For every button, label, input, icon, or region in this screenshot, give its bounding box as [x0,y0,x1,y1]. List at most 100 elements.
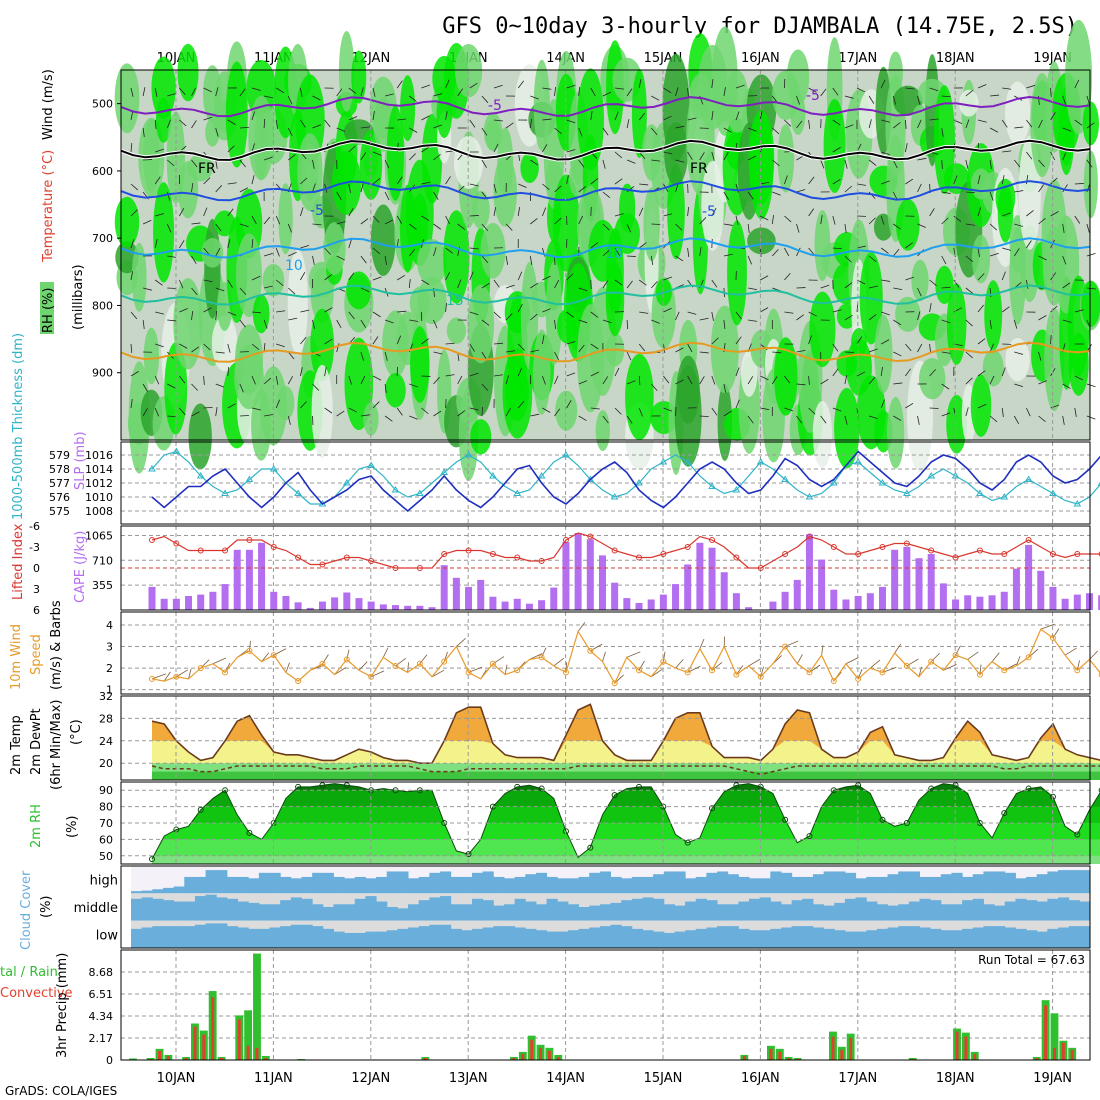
cloud-bar [930,900,942,921]
cloud-bar [1068,900,1080,921]
rh-tick-label: 80 [99,801,113,814]
wind-barb [832,368,839,377]
wind-barb [1050,334,1052,345]
wind-barb [493,342,503,345]
cloud-bar [780,904,793,921]
wind-barb [530,282,539,289]
cloud-bar [354,876,366,894]
wind-barb [675,223,683,231]
wind-barb [481,383,489,391]
bottom-date-label: 13JAN [449,1071,488,1086]
wind10m-label: 10m Wind [9,624,24,690]
rh-patch [888,51,903,94]
wind-barb [760,307,769,313]
wind-barb [711,407,718,416]
wind-barb [747,127,757,132]
wind-barb [203,177,211,185]
cape-bar [258,542,266,610]
temp2m-frame [120,695,1091,781]
wind-speed-line-marker [611,680,618,687]
wind-barb [663,213,673,217]
wind-barb [130,111,134,121]
wind-barb [723,127,732,133]
rh-patch [276,385,295,421]
wind-barb [372,336,379,345]
wind-barb [941,255,947,265]
wind-barb [1038,218,1046,225]
surface-wind-barb [541,647,547,658]
wind-barb [626,185,635,193]
surface-wind-barb [419,654,428,665]
wind-barb [747,223,750,233]
precip-convective-bar [423,1057,427,1060]
wind-barb [1074,375,1084,381]
cloud-bar [887,874,899,894]
surface-wind-barb [346,649,350,660]
wind-barb [699,415,709,418]
rh-patch [151,56,176,119]
wind-speed-line-marker [684,669,691,676]
cloud-bar [269,872,281,894]
wind-barb [1074,119,1083,126]
wind-barb [312,383,320,391]
cape-bar [392,605,399,610]
wind-barb [360,351,364,361]
cloud-bar [290,878,302,894]
wind-barb [505,313,513,321]
rh-line-marker [295,783,302,790]
cloud-bar [301,924,313,948]
thickness-line-marker [854,458,863,465]
thickness-tick-label: 576 [49,491,70,504]
cloud-bar [674,871,686,894]
wind-barb [590,178,599,185]
wind-barb [687,311,697,315]
wind-barb [179,240,185,249]
wind-barb [663,151,673,155]
cloud-bar [876,876,889,894]
cloud-bar [131,891,143,894]
wind-barb [384,415,393,422]
wind-barb [554,217,562,225]
wind-barb [687,207,690,217]
wind-barb [203,307,212,313]
rh-patch [895,198,920,251]
wind-barb [772,159,780,166]
cloud-bar [482,900,494,921]
thickness-line-marker [464,451,473,458]
wind-speed-line-marker [830,678,837,685]
wind-barb [590,242,599,249]
cloud-bar [141,927,153,948]
wind-barb [1026,84,1036,89]
wind-barb [251,275,261,281]
wind-barb [614,178,623,185]
wind-barb [179,119,187,127]
wind-barb [1050,305,1058,313]
wind-barb [542,407,551,413]
cloud-bar [237,901,249,921]
wind-barb [263,156,273,161]
wind-barb [360,152,367,161]
precip-frame [120,949,1091,1061]
wind-barb [675,311,680,321]
wind-barb [989,319,992,329]
wind-barb [542,207,547,217]
wind-barb [905,242,913,249]
rh-patch [443,210,470,304]
thickness-line-marker [367,461,376,468]
wind-barb [542,183,550,191]
wind-barb [638,343,646,352]
cape-bar [696,542,704,610]
rh-line-marker [903,820,910,826]
surface-wind-barb [285,662,290,673]
wind-barb [384,159,390,169]
wind-barb [130,399,133,409]
wind-barb [941,383,950,390]
wind-barb [1013,248,1020,257]
wind-barb [856,245,866,249]
precip-convective-bar [512,1057,516,1060]
surface-wind-barb [163,671,171,682]
wind-barb [747,255,752,265]
cloud-bar [780,872,793,894]
wind-barb [723,191,729,200]
rh-line-marker [514,783,521,790]
